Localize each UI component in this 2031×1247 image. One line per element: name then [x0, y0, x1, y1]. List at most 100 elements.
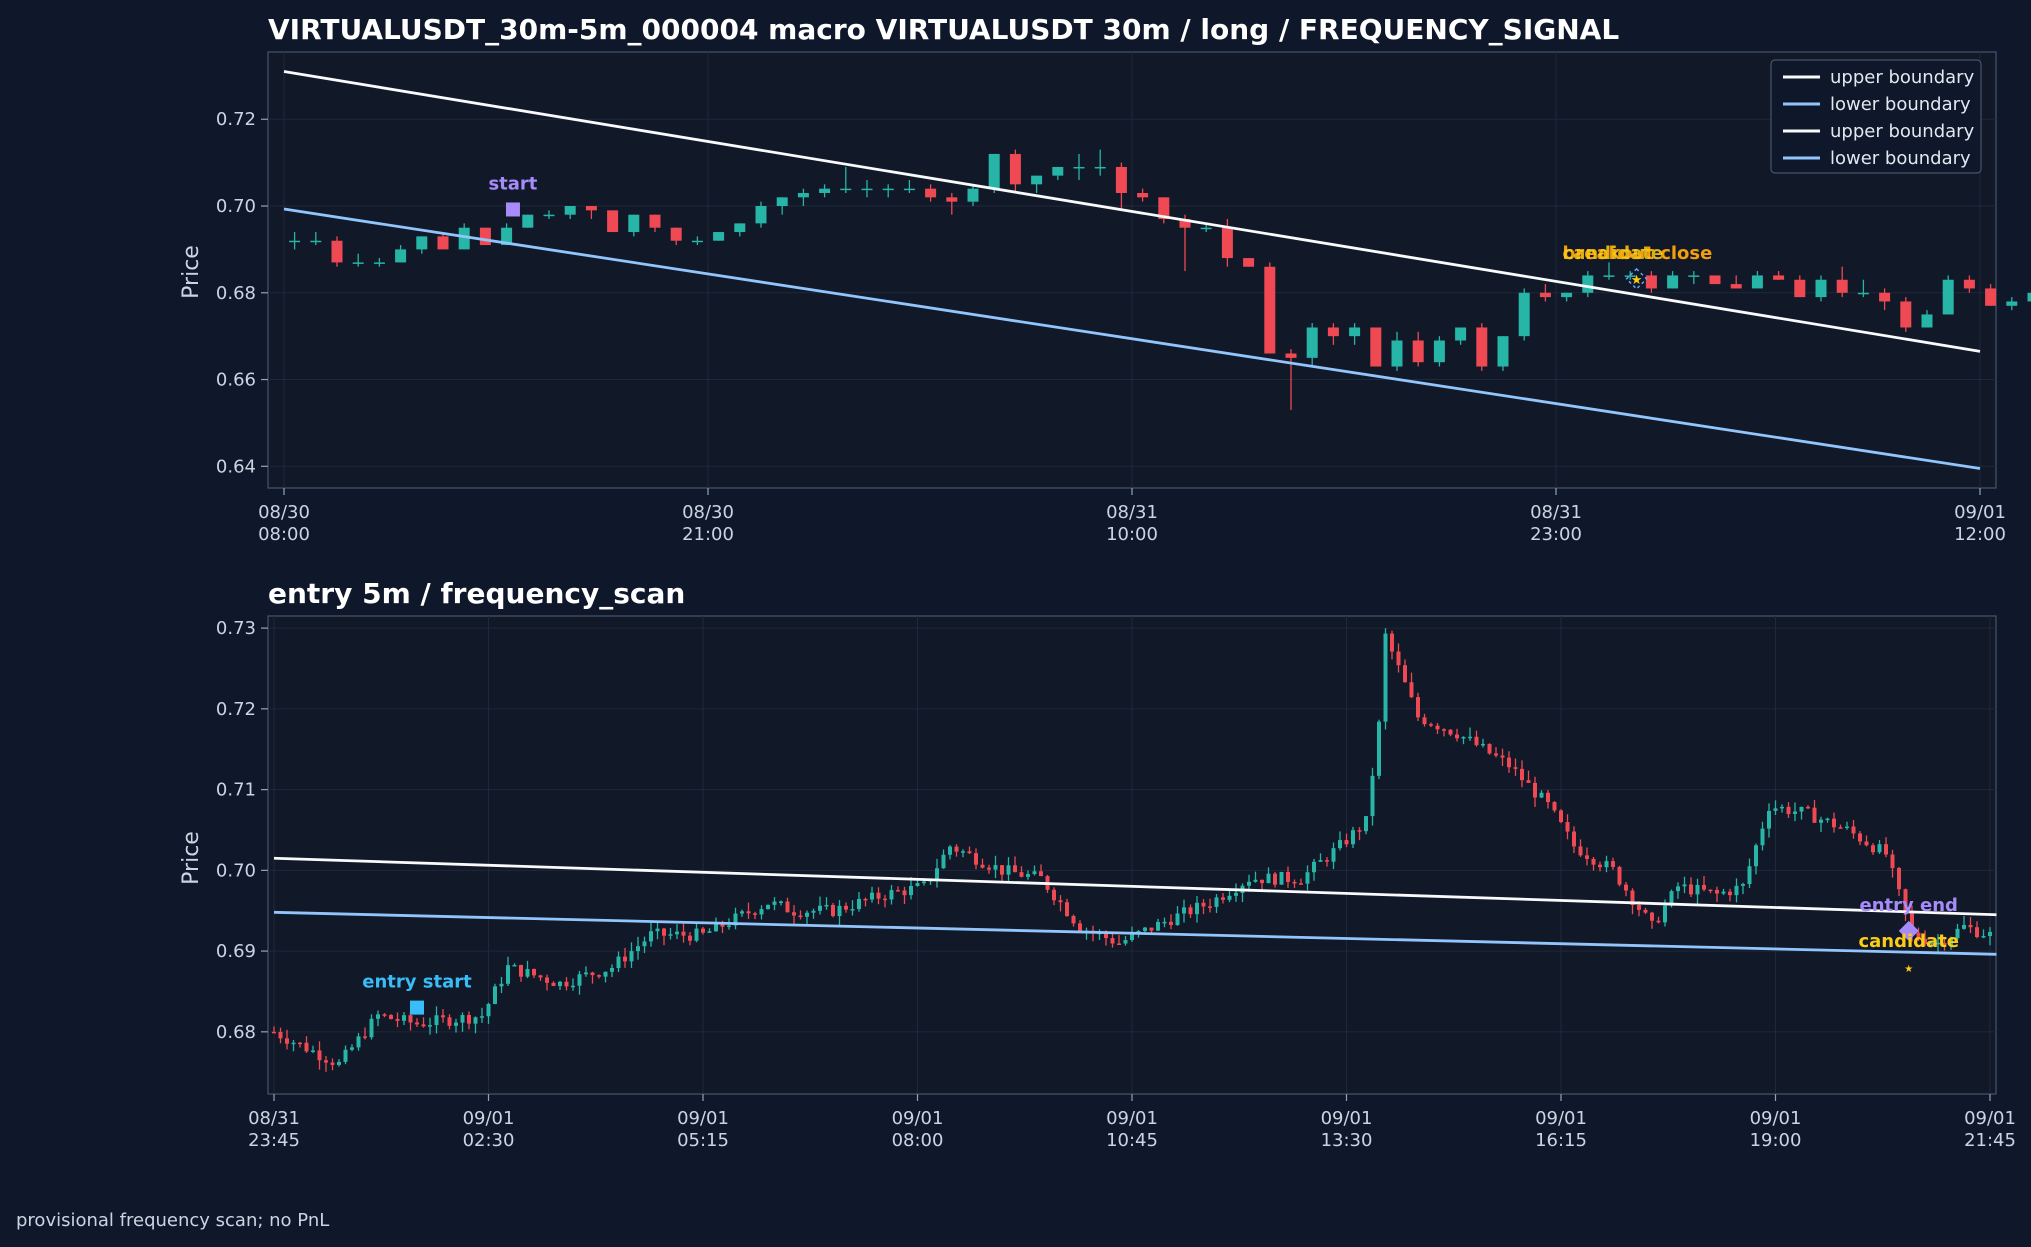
candle-body — [636, 946, 640, 952]
candle-body — [776, 197, 788, 207]
candle-body — [1507, 757, 1511, 768]
candle-body — [1390, 633, 1394, 652]
x-tick-label: 08/30 — [258, 502, 310, 523]
candle-body — [1264, 266, 1276, 354]
candle-body — [1227, 895, 1232, 900]
candle-body — [967, 188, 979, 202]
candle-body — [1857, 292, 1869, 295]
candle-body — [785, 901, 790, 913]
candle-body — [1094, 166, 1106, 169]
candle-body — [479, 227, 491, 246]
candle-body — [844, 905, 848, 910]
entry-chart-panel: entry 5m / frequency_scan entry startent… — [179, 577, 2016, 1151]
candle-body — [988, 153, 1000, 189]
candle-body — [480, 1016, 484, 1018]
x-tick-label: 08/31 — [1530, 502, 1582, 523]
candle-body — [1143, 927, 1147, 931]
entry-boundary-lines — [273, 856, 1997, 956]
candle-body — [850, 909, 855, 911]
x-tick-label: 23:00 — [1530, 524, 1582, 545]
candle-body — [1058, 900, 1063, 903]
y-tick-label: 0.66 — [216, 370, 256, 391]
candle-body — [642, 941, 647, 947]
candle-body — [1175, 913, 1180, 926]
candle-body — [1455, 327, 1467, 341]
candle-body — [701, 928, 705, 933]
start-label: start — [488, 173, 537, 194]
candle-body — [1435, 725, 1440, 730]
candle-body — [883, 898, 887, 901]
candle-body — [1923, 938, 1927, 945]
candle-body — [603, 971, 608, 977]
candle-body — [818, 905, 822, 911]
candle-body — [1448, 729, 1453, 735]
candle-body — [1513, 767, 1518, 769]
candle-body — [655, 928, 660, 932]
entry-start-marker — [410, 1000, 424, 1015]
candle-body — [278, 1031, 283, 1039]
candle-body — [1273, 873, 1277, 885]
candle-body — [870, 892, 874, 900]
candle-body — [1327, 327, 1339, 337]
candle-body — [1013, 865, 1017, 873]
candle-body — [1391, 340, 1403, 367]
candle-body — [691, 240, 703, 243]
candle-body — [670, 227, 682, 241]
footnote: provisional frequency scan; no PnL — [16, 1210, 330, 1231]
candle-body — [772, 901, 777, 905]
entry-x-axis-ticks: 08/3123:4509/0102:3009/0105:1509/0108:00… — [248, 1094, 2016, 1151]
candle-body — [304, 1042, 309, 1052]
candle-body — [746, 911, 751, 914]
x-tick-label: 02:30 — [463, 1130, 515, 1151]
candle-body — [753, 913, 757, 915]
candle-body — [1412, 340, 1424, 363]
candle-body — [607, 210, 619, 233]
candle-body — [519, 964, 523, 977]
x-tick-label: 21:00 — [682, 524, 734, 545]
candle-body — [727, 925, 731, 927]
candle-body — [1603, 275, 1615, 277]
macro-markers: start breakout close ★ candidate — [488, 173, 1712, 290]
candle-body — [1561, 292, 1573, 298]
candle-body — [1871, 845, 1875, 853]
candle-body — [1955, 928, 1960, 939]
candle-body — [1533, 782, 1537, 798]
candle-body — [1819, 819, 1823, 823]
candle-body — [499, 983, 504, 987]
candle-body — [1117, 943, 1121, 945]
lower-boundary-line — [283, 207, 1981, 470]
x-tick-label: 09/01 — [892, 1108, 944, 1129]
candle-body — [974, 853, 978, 865]
candle-body — [1936, 942, 1940, 945]
candle-body — [1786, 806, 1791, 815]
candle-body — [1773, 808, 1778, 811]
candle-body — [447, 1017, 452, 1026]
candle-body — [543, 214, 555, 217]
candle-body — [1539, 792, 1544, 798]
candle-body — [668, 934, 673, 936]
candle-body — [1461, 736, 1466, 739]
candle-body — [395, 249, 407, 263]
candle-body — [1624, 275, 1636, 277]
candle-body — [1518, 292, 1530, 337]
candle-body — [1890, 854, 1895, 869]
candle-body — [755, 206, 767, 224]
candle-body — [616, 956, 621, 969]
candle-body — [376, 1014, 380, 1019]
macro-candles — [289, 149, 2031, 410]
candle-body — [1156, 921, 1160, 931]
y-tick-label: 0.72 — [216, 109, 256, 130]
candle-body — [1201, 902, 1206, 907]
candle-body — [1760, 828, 1765, 846]
candle-body — [1815, 279, 1827, 298]
candle-body — [1877, 844, 1882, 853]
candle-body — [1963, 279, 1975, 289]
start-marker — [505, 202, 520, 217]
x-tick-label: 09/01 — [1954, 502, 2006, 523]
x-tick-label: 09/01 — [1964, 1108, 2016, 1129]
candle-body — [831, 904, 835, 917]
candle-body — [954, 846, 959, 852]
candle-body — [1318, 860, 1323, 862]
candle-body — [1968, 925, 1973, 928]
candle-body — [1306, 327, 1318, 358]
